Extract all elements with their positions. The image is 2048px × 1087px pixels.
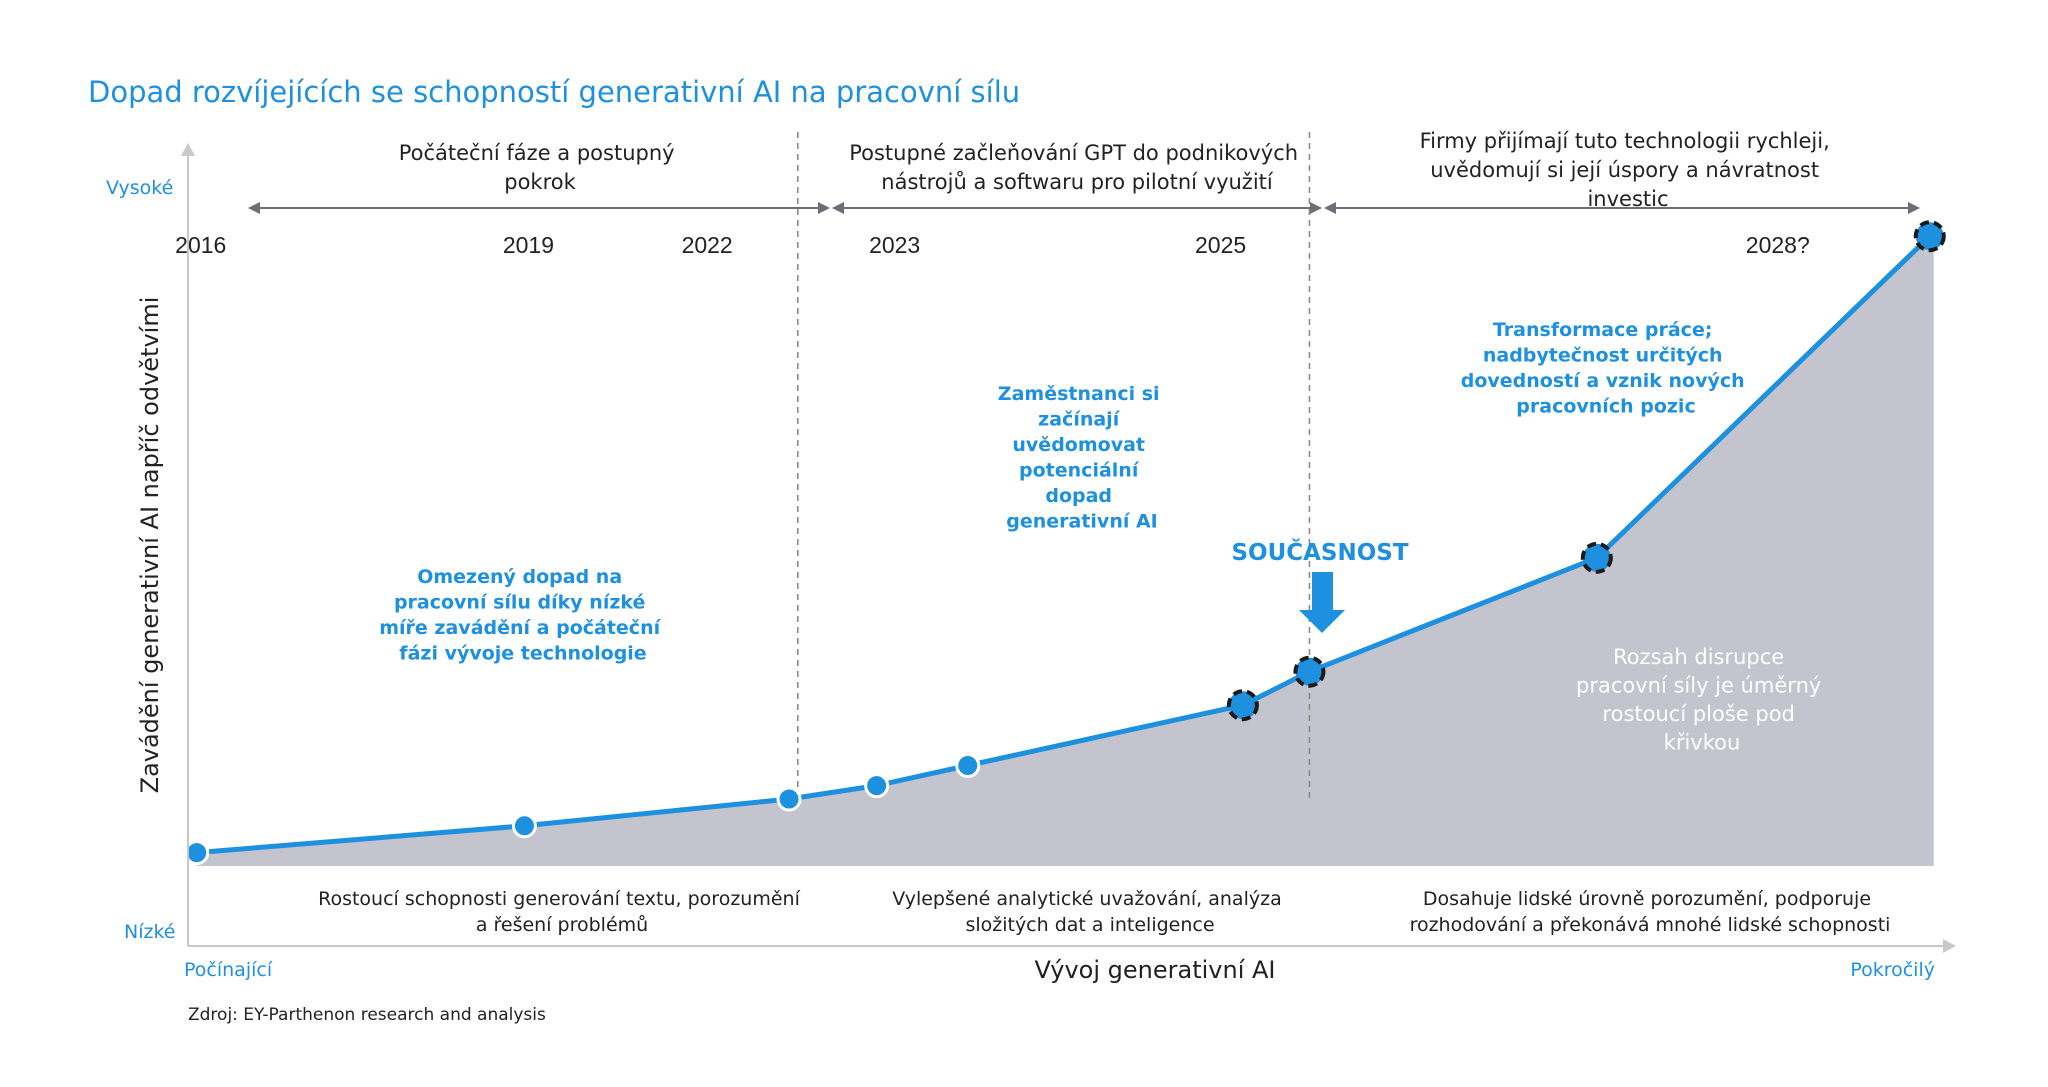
x-axis-start-label: Počínající	[184, 959, 273, 981]
data-point	[776, 786, 802, 812]
capability-label-1: Rostoucí schopnosti generování textu, po…	[318, 888, 806, 936]
data-point	[1913, 220, 1946, 253]
chart-title: Dopad rozvíjejících se schopností genera…	[88, 75, 1020, 109]
annotation-work-transformation: Transformace práce; nadbytečnost určitýc…	[1461, 319, 1752, 418]
data-point	[1293, 655, 1326, 688]
y-axis-high-label: Vysoké	[106, 177, 173, 199]
current-marker-label: SOUČASNOST	[1231, 538, 1408, 566]
year-label: 2023	[869, 232, 920, 258]
x-axis	[188, 939, 1956, 953]
data-point	[1226, 689, 1259, 722]
year-label: 2019	[503, 232, 554, 258]
data-point	[955, 753, 981, 778]
phase-label-1: Počáteční fáze a postupný pokrok	[399, 141, 682, 194]
data-point	[1580, 541, 1613, 574]
data-point	[511, 813, 537, 839]
y-axis-title: Zavádění generativní AI napříč odvětvími	[136, 297, 164, 794]
y-axis	[181, 143, 195, 946]
phase-label-2: Postupné začleňování GPT do podnikových …	[849, 141, 1305, 194]
source-note: Zdroj: EY-Parthenon research and analysi…	[188, 1005, 546, 1025]
year-labels: 2016 2019 2022 2023 2025 2028?	[175, 232, 1810, 258]
year-label: 2016	[175, 232, 226, 258]
year-label: 2028?	[1746, 232, 1810, 258]
area-layer	[196, 236, 1934, 866]
y-axis-low-label: Nízké	[124, 921, 175, 943]
data-point	[864, 773, 890, 799]
x-axis-end-label: Pokročilý	[1850, 959, 1935, 981]
annotation-disruption-scope: Rozsah disrupce pracovní síly je úměrný …	[1576, 645, 1828, 755]
capability-label-2: Vylepšené analytické uvažování, analýza …	[892, 888, 1288, 936]
annotation-employees-aware: Zaměstnanci si začínají uvědomovat poten…	[998, 383, 1166, 533]
capability-label-3: Dosahuje lidské úrovně porozumění, podpo…	[1410, 888, 1891, 936]
current-marker-arrow-icon	[1299, 572, 1345, 633]
data-points	[184, 220, 1946, 866]
area-fill	[196, 236, 1934, 866]
data-point	[184, 840, 210, 866]
x-axis-title: Vývoj generativní AI	[1035, 956, 1276, 984]
year-label: 2025	[1195, 232, 1246, 258]
phase-label-3: Firmy přijímají tuto technologii rychlej…	[1420, 129, 1837, 211]
phase-dividers	[796, 132, 1311, 800]
annotation-limited-impact: Omezený dopad na pracovní sílu díky nízk…	[379, 566, 666, 665]
year-label: 2022	[682, 232, 733, 258]
